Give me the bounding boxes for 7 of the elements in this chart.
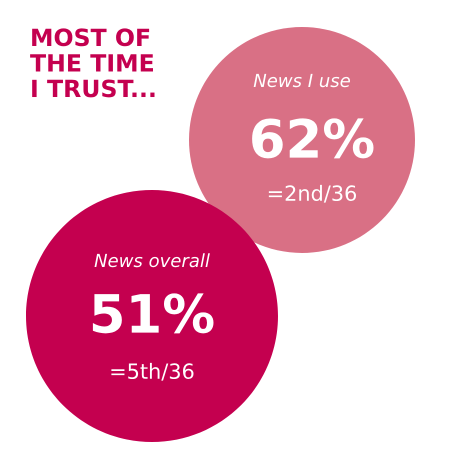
category-label: News I use xyxy=(254,74,350,88)
text: =5th/36 xyxy=(111,362,194,381)
data-label: 51% xyxy=(92,293,214,334)
category-label: News overall xyxy=(94,253,210,268)
text: MOST OF THE TIME I TRUST... xyxy=(30,28,155,98)
data-label: 62% xyxy=(252,118,374,158)
text: =2nd/36 xyxy=(268,184,356,203)
